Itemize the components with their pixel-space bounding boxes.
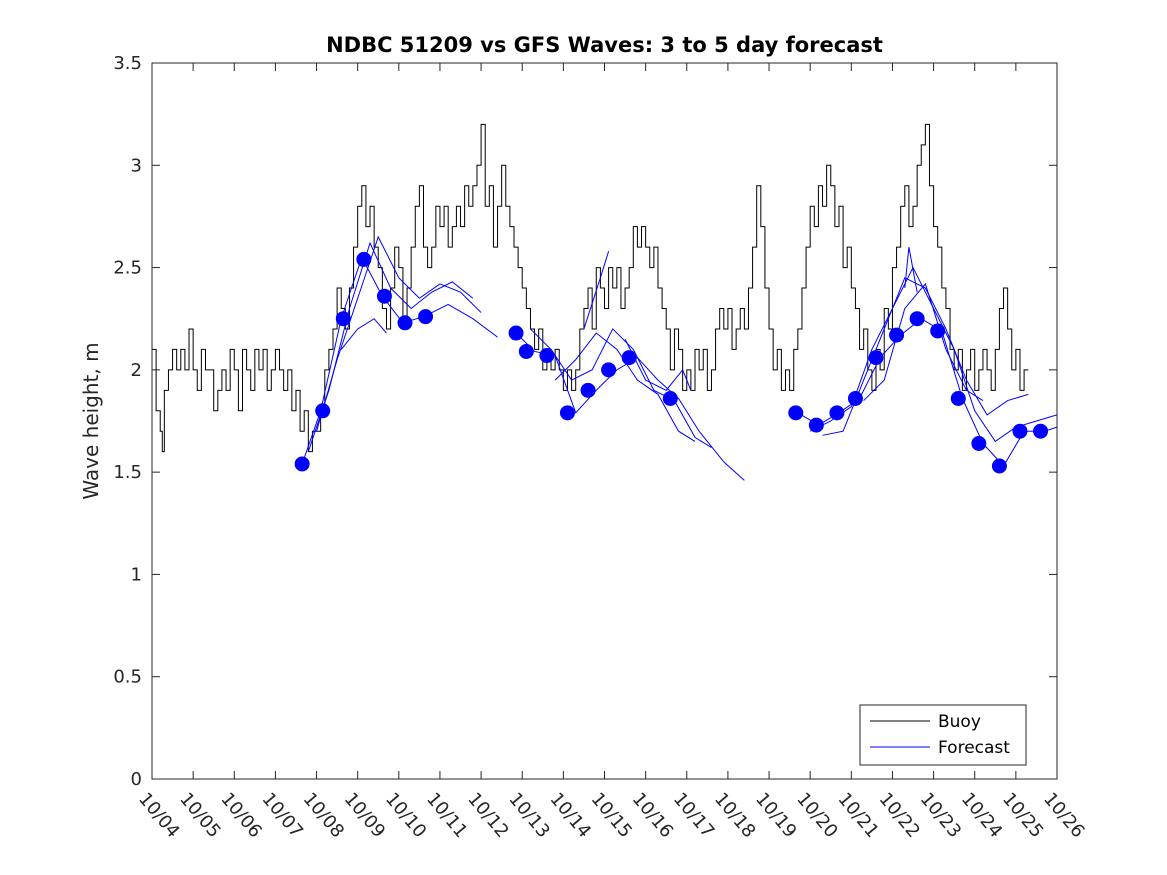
forecast-marker — [950, 390, 966, 406]
y-tick-label: 0.5 — [113, 667, 142, 688]
forecast-marker — [889, 327, 905, 343]
y-tick-label: 0 — [131, 769, 142, 790]
forecast-marker — [397, 315, 413, 331]
forecast-marker — [601, 362, 617, 378]
forecast-track-line — [316, 235, 482, 432]
forecast-marker — [1033, 423, 1049, 439]
forecast-marker — [991, 458, 1007, 474]
forecast-marker — [356, 251, 372, 267]
legend-box — [859, 704, 1027, 766]
forecast-marker — [1012, 423, 1028, 439]
forecast-track-line — [583, 251, 610, 330]
forecast-marker — [788, 405, 804, 421]
forecast-marker — [539, 348, 555, 364]
forecast-marker — [808, 417, 824, 433]
y-axis-label: Wave height, m — [79, 342, 103, 499]
forecast-marker — [930, 323, 946, 339]
data-layer — [152, 123, 1057, 481]
forecast-marker — [909, 311, 925, 327]
forecast-track-line — [301, 256, 498, 465]
series-line-buoy — [152, 123, 1029, 453]
forecast-marker — [621, 350, 637, 366]
forecast-marker — [315, 403, 331, 419]
forecast-track-line — [863, 282, 984, 401]
y-tick-label: 3 — [131, 155, 142, 176]
forecast-marker — [868, 350, 884, 366]
forecast-marker — [518, 343, 534, 359]
forecast-marker — [418, 309, 434, 325]
forecast-marker — [847, 390, 863, 406]
y-tick-label: 2 — [131, 360, 142, 381]
forecast-track-line — [530, 328, 712, 449]
forecast-marker — [335, 311, 351, 327]
forecast-marker — [971, 436, 987, 452]
forecast-track-line — [340, 318, 387, 350]
y-tick-label: 3.5 — [113, 53, 142, 74]
forecast-marker — [508, 325, 524, 341]
forecast-marker — [294, 456, 310, 472]
forecast-marker — [376, 288, 392, 304]
forecast-marker — [559, 405, 575, 421]
legend: Buoy Forecast — [859, 704, 1027, 766]
forecast-marker — [829, 405, 845, 421]
forecast-track-line — [904, 247, 918, 293]
forecast-marker — [662, 390, 678, 406]
y-tick-label: 1.5 — [113, 462, 142, 483]
forecast-marker — [580, 382, 596, 398]
y-tick-label: 1 — [131, 564, 142, 585]
forecast-track-line — [624, 338, 692, 391]
legend-label-forecast: Forecast — [938, 738, 1010, 758]
legend-label-buoy: Buoy — [938, 712, 981, 732]
chart-title: NDBC 51209 vs GFS Waves: 3 to 5 day fore… — [326, 33, 883, 57]
y-tick-label: 2.5 — [113, 258, 142, 279]
